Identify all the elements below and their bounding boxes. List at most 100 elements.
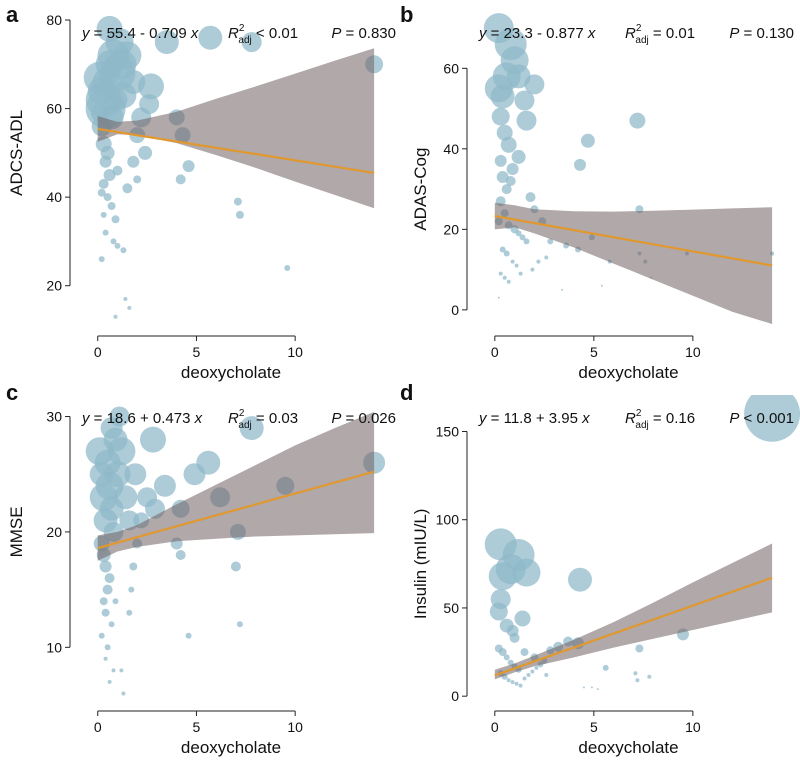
data-point (490, 84, 515, 109)
data-point (647, 674, 652, 679)
data-point (98, 178, 109, 189)
eq-coefs: = 55.4 - 0.709 (90, 25, 187, 42)
p-val: = 0.130 (739, 25, 794, 42)
data-point (512, 558, 541, 587)
data-point (104, 461, 131, 488)
x-axis-title: deoxycholate (181, 363, 281, 382)
data-point (90, 104, 109, 122)
eq-x: x (190, 410, 202, 427)
data-point (127, 155, 140, 168)
y-tick-label: 0 (451, 302, 459, 318)
data-point (175, 550, 186, 560)
eq-y: y (478, 25, 488, 42)
data-point (107, 437, 136, 466)
r2-symbol: R (228, 410, 239, 427)
y-tick-label: 60 (443, 60, 459, 76)
r2-stat: R2 adj = 0.03 (228, 408, 298, 431)
p-symbol: P (331, 25, 341, 42)
r2-sup: 2 (239, 408, 245, 419)
data-point (514, 681, 519, 686)
data-point (98, 632, 105, 639)
data-point (496, 171, 509, 183)
data-point (498, 648, 507, 657)
data-point (498, 271, 503, 276)
data-point (526, 673, 531, 677)
data-point (514, 610, 531, 627)
r2-sub: adj (635, 35, 648, 46)
data-point (503, 654, 510, 661)
data-point (140, 426, 166, 453)
data-point (510, 680, 515, 685)
panel-d: 0 50 100 150 0 5 10 deoxycholate Insulin (mIU/L)… (400, 380, 800, 757)
data-point (514, 263, 519, 268)
data-point (629, 112, 646, 129)
data-point (284, 265, 291, 271)
data-point (98, 256, 105, 263)
data-point (121, 691, 126, 696)
y-tick-label: 60 (46, 101, 62, 117)
data-point (138, 145, 153, 160)
panel-label: d (400, 380, 413, 405)
data-point (502, 275, 507, 280)
eq-x: x (578, 410, 590, 427)
panel-a: 20 40 60 80 0 5 10 deoxycholate ADCS-ADL a y = 55.… (6, 2, 396, 382)
data-point (113, 314, 118, 319)
data-point (111, 215, 120, 224)
data-point (128, 586, 135, 593)
regression-equation: y = 55.4 - 0.709 x (81, 25, 199, 42)
x-axis-title: deoxycholate (181, 738, 281, 757)
data-point (182, 160, 195, 173)
data-point (503, 250, 510, 257)
p-value: P < 0.001 (729, 410, 794, 427)
data-point (509, 632, 520, 643)
r2-value: = 0.01 (649, 25, 695, 42)
data-point (506, 64, 531, 89)
data-point (139, 94, 160, 115)
y-tick-label: 20 (443, 221, 459, 237)
data-point (515, 230, 522, 237)
data-point (499, 246, 506, 253)
data-point (129, 562, 138, 571)
r2-sub: adj (635, 420, 648, 431)
data-point (233, 197, 242, 206)
data-point (126, 609, 133, 616)
r2-sub: adj (238, 420, 251, 431)
data-point (524, 74, 545, 95)
data-point (102, 229, 109, 236)
panel-label: b (400, 2, 413, 27)
data-point (103, 193, 112, 202)
data-point (582, 686, 585, 689)
data-point (744, 395, 800, 442)
data-point (127, 305, 132, 310)
y-axis-title: ADAS-Cog (411, 148, 430, 231)
x-tick-label: 0 (94, 344, 102, 360)
confidence-band (494, 202, 773, 324)
data-point (511, 149, 526, 164)
data-point (110, 238, 117, 245)
data-point (491, 107, 510, 126)
data-point (239, 416, 264, 441)
eq-x: x (584, 25, 596, 42)
panel-b: 0 20 40 60 0 5 10 deoxycholate ADAS-Cog b y = 23.3… (400, 2, 794, 382)
data-point (633, 671, 638, 676)
data-point (501, 184, 512, 195)
data-point (530, 267, 535, 272)
x-axis-title: deoxycholate (578, 363, 678, 382)
data-point (96, 15, 123, 42)
data-point (518, 683, 523, 688)
fit-line (494, 576, 773, 677)
plot-area-d (484, 395, 800, 691)
r2-sup: 2 (636, 23, 642, 34)
r2-symbol: R (625, 410, 636, 427)
eq-y: y (478, 410, 488, 427)
data-point (104, 573, 115, 584)
data-point (518, 271, 523, 276)
y-tick-label: 30 (46, 409, 62, 425)
fit-line (494, 214, 773, 267)
data-point (568, 567, 592, 592)
data-point (124, 463, 147, 486)
data-point (120, 247, 127, 254)
data-point (519, 234, 526, 241)
data-point (119, 668, 124, 673)
